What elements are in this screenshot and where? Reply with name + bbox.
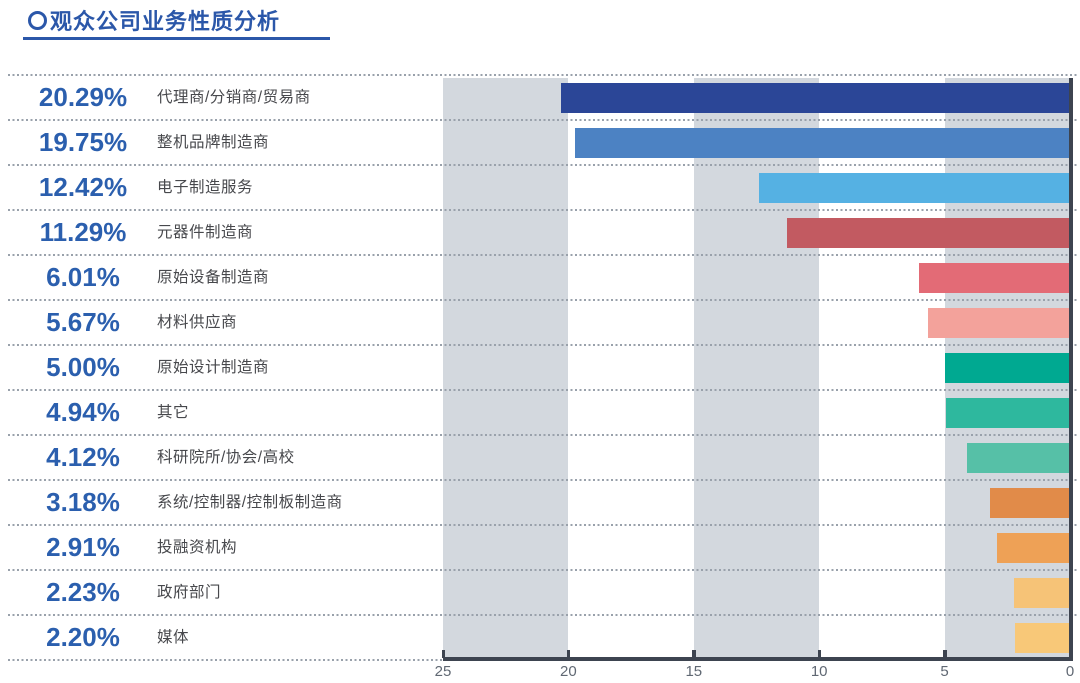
- category-label: 整机品牌制造商: [157, 134, 270, 151]
- bar: [997, 532, 1070, 563]
- category-label: 其它: [157, 404, 190, 421]
- dotted-separator: [8, 74, 1077, 76]
- dotted-separator: [8, 389, 1077, 391]
- percent-label: 4.12%: [46, 442, 120, 472]
- axis-right-border: [1069, 78, 1073, 660]
- title-bullet-icon: [28, 11, 47, 30]
- dotted-separator: [8, 524, 1077, 526]
- category-label: 媒体: [157, 629, 190, 646]
- bar: [944, 352, 1070, 383]
- percent-label: 2.91%: [46, 532, 120, 562]
- percent-label: 6.01%: [46, 262, 120, 292]
- category-label: 原始设计制造商: [157, 359, 270, 376]
- dotted-separator: [8, 209, 1077, 211]
- dotted-separator: [8, 344, 1077, 346]
- page-title: 观众公司业务性质分析: [50, 9, 281, 34]
- category-label: 投融资机构: [157, 539, 238, 556]
- bar: [927, 307, 1070, 338]
- category-label: 科研院所/协会/高校: [157, 449, 295, 466]
- dotted-separator: [8, 299, 1077, 301]
- tick-label: 25: [434, 663, 452, 680]
- dotted-separator: [8, 569, 1077, 571]
- grid-band: [443, 78, 569, 659]
- category-label: 系统/控制器/控制板制造商: [157, 494, 343, 511]
- bar: [1014, 577, 1070, 608]
- bar: [1014, 622, 1070, 653]
- tick-mark: [943, 650, 947, 658]
- percent-label: 3.18%: [46, 487, 120, 517]
- bar: [574, 127, 1070, 158]
- dotted-separator: [8, 479, 1077, 481]
- bar: [786, 217, 1070, 248]
- tick-mark: [692, 650, 696, 658]
- percent-label: 5.00%: [46, 352, 120, 382]
- category-label: 代理商/分销商/贸易商: [157, 89, 311, 106]
- dotted-separator: [8, 164, 1077, 166]
- dotted-separator: [8, 614, 1077, 616]
- percent-label: 19.75%: [38, 127, 128, 157]
- tick-label: 20: [560, 663, 577, 680]
- tick-label: 10: [810, 663, 828, 680]
- bar: [990, 487, 1070, 518]
- dotted-separator: [8, 119, 1077, 121]
- percent-label: 12.42%: [38, 172, 128, 202]
- percent-label: 2.23%: [46, 577, 120, 607]
- bar: [966, 442, 1070, 473]
- category-label: 原始设备制造商: [157, 269, 270, 286]
- category-label: 元器件制造商: [157, 224, 254, 241]
- tick-label: 15: [685, 663, 703, 680]
- percent-label: 5.67%: [46, 307, 120, 337]
- percent-label: 20.29%: [38, 82, 128, 112]
- tick-mark: [566, 650, 571, 658]
- bar: [919, 262, 1070, 293]
- percent-label: 2.20%: [46, 622, 120, 652]
- tick-label: 5: [940, 663, 949, 680]
- category-label: 政府部门: [157, 584, 222, 601]
- tick-mark: [441, 650, 445, 658]
- category-label: 电子制造服务: [157, 179, 254, 196]
- header: 观众公司业务性质分析: [0, 0, 1080, 60]
- tick-label: 0: [1065, 663, 1075, 680]
- percent-label: 11.29%: [39, 217, 127, 247]
- bar: [946, 397, 1070, 428]
- category-label: 材料供应商: [157, 314, 238, 331]
- title-underline: [23, 37, 330, 40]
- bar: [561, 82, 1070, 113]
- bar: [758, 172, 1070, 203]
- tick-mark: [1068, 650, 1072, 658]
- dotted-separator: [8, 659, 443, 661]
- dotted-separator: [8, 254, 1077, 256]
- dotted-separator: [8, 434, 1077, 436]
- percent-label: 4.94%: [46, 397, 120, 427]
- tick-mark: [817, 650, 822, 658]
- x-axis-line: [443, 657, 1073, 661]
